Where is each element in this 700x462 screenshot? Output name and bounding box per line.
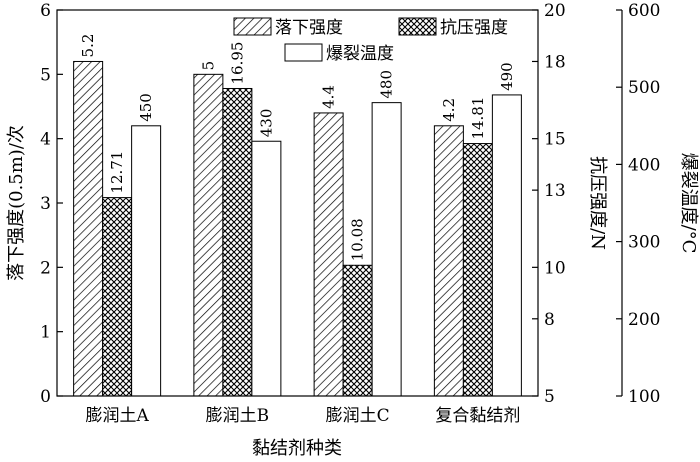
x-tick-label: 膨润土C	[326, 406, 390, 426]
tick-label: 13	[544, 181, 566, 201]
bars-group	[73, 60, 522, 397]
tick-label: 20	[544, 1, 566, 21]
tick-label: 4	[40, 130, 51, 150]
tick-label: 10	[544, 258, 566, 278]
left-axis-label: 落下强度(0.5m)/次	[6, 125, 27, 281]
x-tick-label: 复合黏结剂	[435, 406, 520, 426]
bar-落下强度-膨润土A	[73, 60, 104, 397]
right1-axis-label: 抗压强度/N	[587, 156, 608, 250]
bar-抗压强度-复合黏结剂	[462, 143, 493, 397]
tick-label: 400	[628, 155, 660, 175]
data-label: 4.4	[320, 85, 338, 109]
data-label: 5.2	[79, 34, 97, 58]
bar-落下强度-复合黏结剂	[433, 125, 464, 397]
data-label: 16.95	[228, 42, 246, 85]
tick-label: 8	[544, 310, 555, 330]
x-tick-label: 膨润土A	[85, 406, 149, 426]
bar-爆裂温度-膨润土C	[371, 102, 402, 397]
tick-label: 5	[544, 387, 555, 407]
right2-axis-ticks: 100 200 300 400 500 600	[616, 1, 660, 407]
bar-labels-group: 5.2 12.71 450 5 16.95 430 4.4 10.08 480 4.2 14.81 4…	[79, 34, 516, 262]
tick-label: 100	[628, 387, 660, 407]
data-label: 450	[137, 93, 155, 122]
legend-swatch	[284, 43, 323, 62]
legend-label: 爆裂温度	[326, 44, 394, 64]
tick-label: 15	[544, 130, 566, 150]
legend-label: 抗压强度	[440, 18, 508, 38]
data-label: 480	[378, 70, 396, 99]
tick-label: 6	[40, 1, 51, 21]
tick-label: 0	[40, 387, 51, 407]
data-label: 14.81	[469, 97, 487, 140]
right1-axis-ticks: 5 8 10 13 15 18 20	[532, 1, 566, 407]
x-tick-label: 膨润土B	[206, 406, 270, 426]
left-axis-ticks: 0 1 2 3 4 5 6	[40, 1, 63, 407]
bar-落下强度-膨润土B	[193, 73, 224, 397]
tick-label: 2	[40, 258, 51, 278]
data-label: 5	[199, 61, 217, 71]
bar-抗压强度-膨润土A	[102, 197, 133, 397]
bar-落下强度-膨润土C	[313, 112, 344, 397]
legend-swatch	[398, 17, 437, 36]
tick-label: 1	[40, 323, 51, 343]
tick-label: 5	[40, 65, 51, 85]
x-axis-label: 黏结剂种类	[252, 438, 342, 459]
bar-爆裂温度-膨润土B	[251, 140, 282, 397]
tick-label: 300	[628, 233, 660, 253]
tick-label: 200	[628, 310, 660, 330]
legend-swatch	[233, 17, 272, 36]
bar-爆裂温度-膨润土A	[131, 125, 162, 397]
x-axis-ticks: 膨润土A 膨润土B 膨润土C 复合黏结剂	[85, 406, 520, 426]
bar-爆裂温度-复合黏结剂	[491, 94, 522, 397]
bar-抗压强度-膨润土B	[222, 87, 253, 397]
tick-label: 18	[544, 52, 566, 72]
right2-axis-label: 爆裂温度/°C	[678, 153, 699, 254]
data-label: 12.71	[108, 151, 126, 194]
tick-label: 3	[40, 194, 51, 214]
tick-label: 500	[628, 78, 660, 98]
data-label: 490	[498, 62, 516, 91]
legend-label: 落下强度	[275, 18, 343, 38]
data-label: 10.08	[349, 218, 367, 261]
tick-label: 600	[628, 1, 660, 21]
data-label: 4.2	[440, 98, 458, 122]
bar-抗压强度-膨润土C	[342, 264, 373, 397]
data-label: 430	[257, 109, 275, 138]
